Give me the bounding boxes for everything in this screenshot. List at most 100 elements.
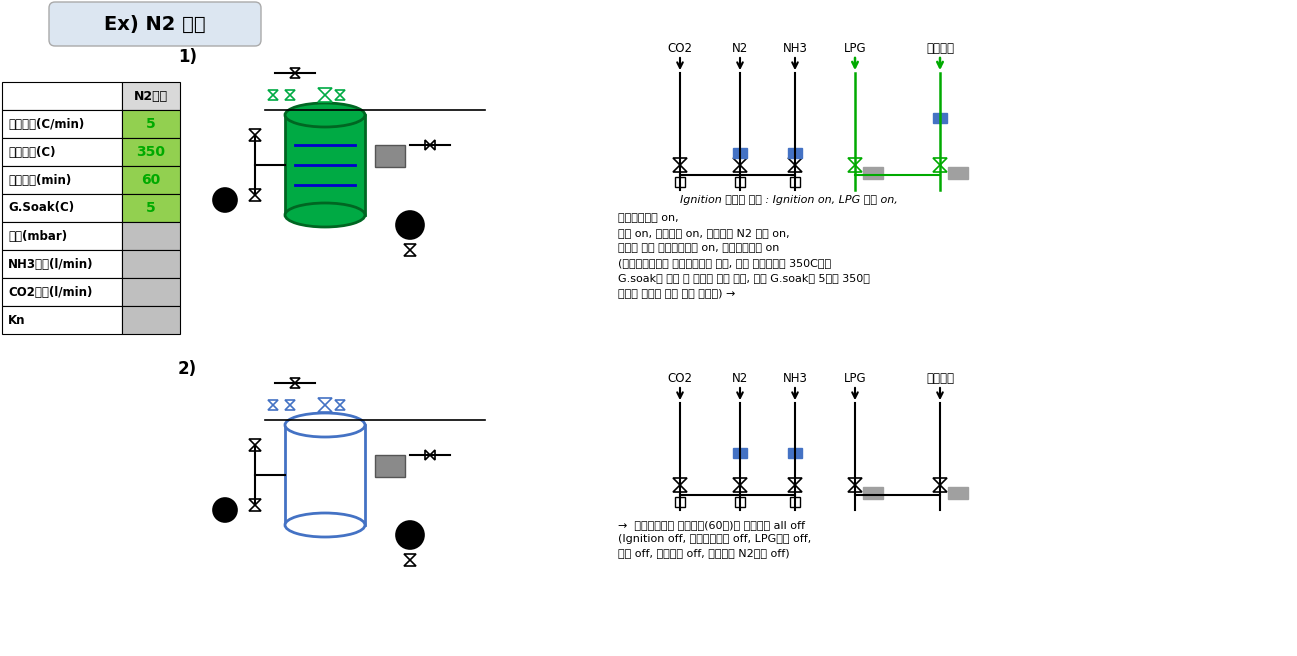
Bar	[674, 177, 685, 187]
Bar	[122, 82, 180, 110]
Polygon shape	[848, 158, 863, 165]
Polygon shape	[733, 478, 747, 485]
Bar	[122, 306, 180, 334]
Text: CO2: CO2	[668, 372, 693, 385]
Polygon shape	[403, 554, 416, 560]
Bar	[122, 222, 180, 250]
Polygon shape	[403, 250, 416, 256]
Bar	[3, 138, 122, 166]
Polygon shape	[789, 478, 802, 485]
Bar	[285, 425, 364, 525]
Bar	[733, 148, 747, 158]
Polygon shape	[789, 158, 802, 165]
Circle shape	[396, 521, 424, 549]
Bar	[375, 455, 405, 477]
Text: Kn: Kn	[8, 314, 26, 327]
Text: G.Soak(C): G.Soak(C)	[8, 201, 74, 215]
Text: LPG: LPG	[843, 372, 866, 385]
Text: (Ignition off, 진공복압밸브 off, LPG밸브 off,: (Ignition off, 진공복압밸브 off, LPG밸브 off,	[617, 534, 811, 544]
Text: 350: 350	[136, 145, 166, 159]
Text: NH3: NH3	[782, 42, 808, 55]
Text: 진공복압밸브 on,: 진공복압밸브 on,	[617, 213, 678, 223]
Bar	[122, 194, 180, 222]
Bar	[122, 138, 180, 166]
Polygon shape	[673, 165, 687, 172]
Polygon shape	[249, 505, 261, 511]
Text: 1): 1)	[178, 48, 197, 66]
Bar	[3, 82, 122, 110]
Text: N2: N2	[732, 42, 748, 55]
Bar	[3, 306, 122, 334]
Text: 설정온도(C): 설정온도(C)	[8, 146, 56, 159]
Polygon shape	[403, 244, 416, 250]
Polygon shape	[285, 90, 294, 95]
Text: 2): 2)	[178, 360, 197, 378]
Bar	[122, 110, 180, 138]
Circle shape	[213, 188, 237, 212]
Bar	[948, 167, 968, 179]
Text: G.soak에 의해 그 편차를 갖고 시작, 만약 G.soak가 5이면 350에: G.soak에 의해 그 편차를 갖고 시작, 만약 G.soak가 5이면 3…	[617, 273, 870, 283]
Text: N2: N2	[732, 372, 748, 385]
Text: CO2유량(l/min): CO2유량(l/min)	[8, 285, 92, 298]
Polygon shape	[268, 90, 278, 95]
Polygon shape	[291, 383, 300, 388]
Polygon shape	[335, 90, 345, 95]
Text: (설정승온속도로 설정온도까지 상승, 물론 설정온도가 350C이면: (설정승온속도로 설정온도까지 상승, 물론 설정온도가 350C이면	[617, 258, 831, 268]
Polygon shape	[733, 485, 747, 492]
Bar	[3, 250, 122, 278]
Polygon shape	[335, 400, 345, 405]
Polygon shape	[403, 560, 416, 566]
Text: 히터 off, 컨벡션팬 off, 컨벡션팬 N2밸브 off): 히터 off, 컨벡션팬 off, 컨벡션팬 N2밸브 off)	[617, 548, 790, 558]
Bar	[122, 250, 180, 278]
Text: 조건에 따라 가압방출밸브 on, 안전방출밸브 on: 조건에 따라 가압방출밸브 on, 안전방출밸브 on	[617, 243, 779, 253]
Text: NH3유량(l/min): NH3유량(l/min)	[8, 258, 93, 270]
Bar	[3, 166, 122, 194]
Text: 유지시간(min): 유지시간(min)	[8, 173, 71, 186]
Polygon shape	[249, 129, 261, 135]
Ellipse shape	[285, 413, 364, 437]
Polygon shape	[733, 158, 747, 165]
Bar	[122, 166, 180, 194]
Polygon shape	[789, 485, 802, 492]
Text: 압력(mbar): 압력(mbar)	[8, 230, 67, 243]
Polygon shape	[673, 478, 687, 485]
Polygon shape	[425, 140, 431, 150]
Polygon shape	[291, 68, 300, 73]
Polygon shape	[318, 88, 332, 95]
Text: 승온속도(C/min): 승온속도(C/min)	[8, 117, 84, 131]
Bar	[790, 497, 800, 507]
Ellipse shape	[285, 513, 364, 537]
Text: 진공복압: 진공복압	[926, 42, 955, 55]
Polygon shape	[318, 405, 332, 412]
Polygon shape	[249, 439, 261, 445]
Polygon shape	[789, 165, 802, 172]
Polygon shape	[733, 165, 747, 172]
Circle shape	[213, 498, 237, 522]
Polygon shape	[933, 478, 947, 485]
Ellipse shape	[285, 203, 364, 227]
Bar	[790, 177, 800, 187]
Polygon shape	[431, 450, 434, 460]
Text: LPG: LPG	[843, 42, 866, 55]
Polygon shape	[249, 189, 261, 195]
Text: P: P	[222, 195, 228, 205]
Polygon shape	[673, 158, 687, 165]
Bar	[863, 167, 883, 179]
Ellipse shape	[285, 103, 364, 127]
Bar	[948, 487, 968, 499]
Polygon shape	[268, 405, 278, 410]
Polygon shape	[268, 400, 278, 405]
Text: 5: 5	[147, 117, 156, 131]
Bar	[789, 148, 802, 158]
Text: N2히팅: N2히팅	[134, 89, 169, 102]
Text: CO2: CO2	[668, 42, 693, 55]
Polygon shape	[285, 95, 294, 100]
Polygon shape	[431, 140, 434, 150]
Bar	[674, 497, 685, 507]
Text: Ignition 조건에 따라 : Ignition on, LPG 밸브 on,: Ignition 조건에 따라 : Ignition on, LPG 밸브 on…	[680, 195, 898, 205]
Bar	[122, 278, 180, 306]
Polygon shape	[291, 378, 300, 383]
Polygon shape	[249, 499, 261, 505]
Bar	[285, 115, 364, 215]
Bar	[3, 194, 122, 222]
